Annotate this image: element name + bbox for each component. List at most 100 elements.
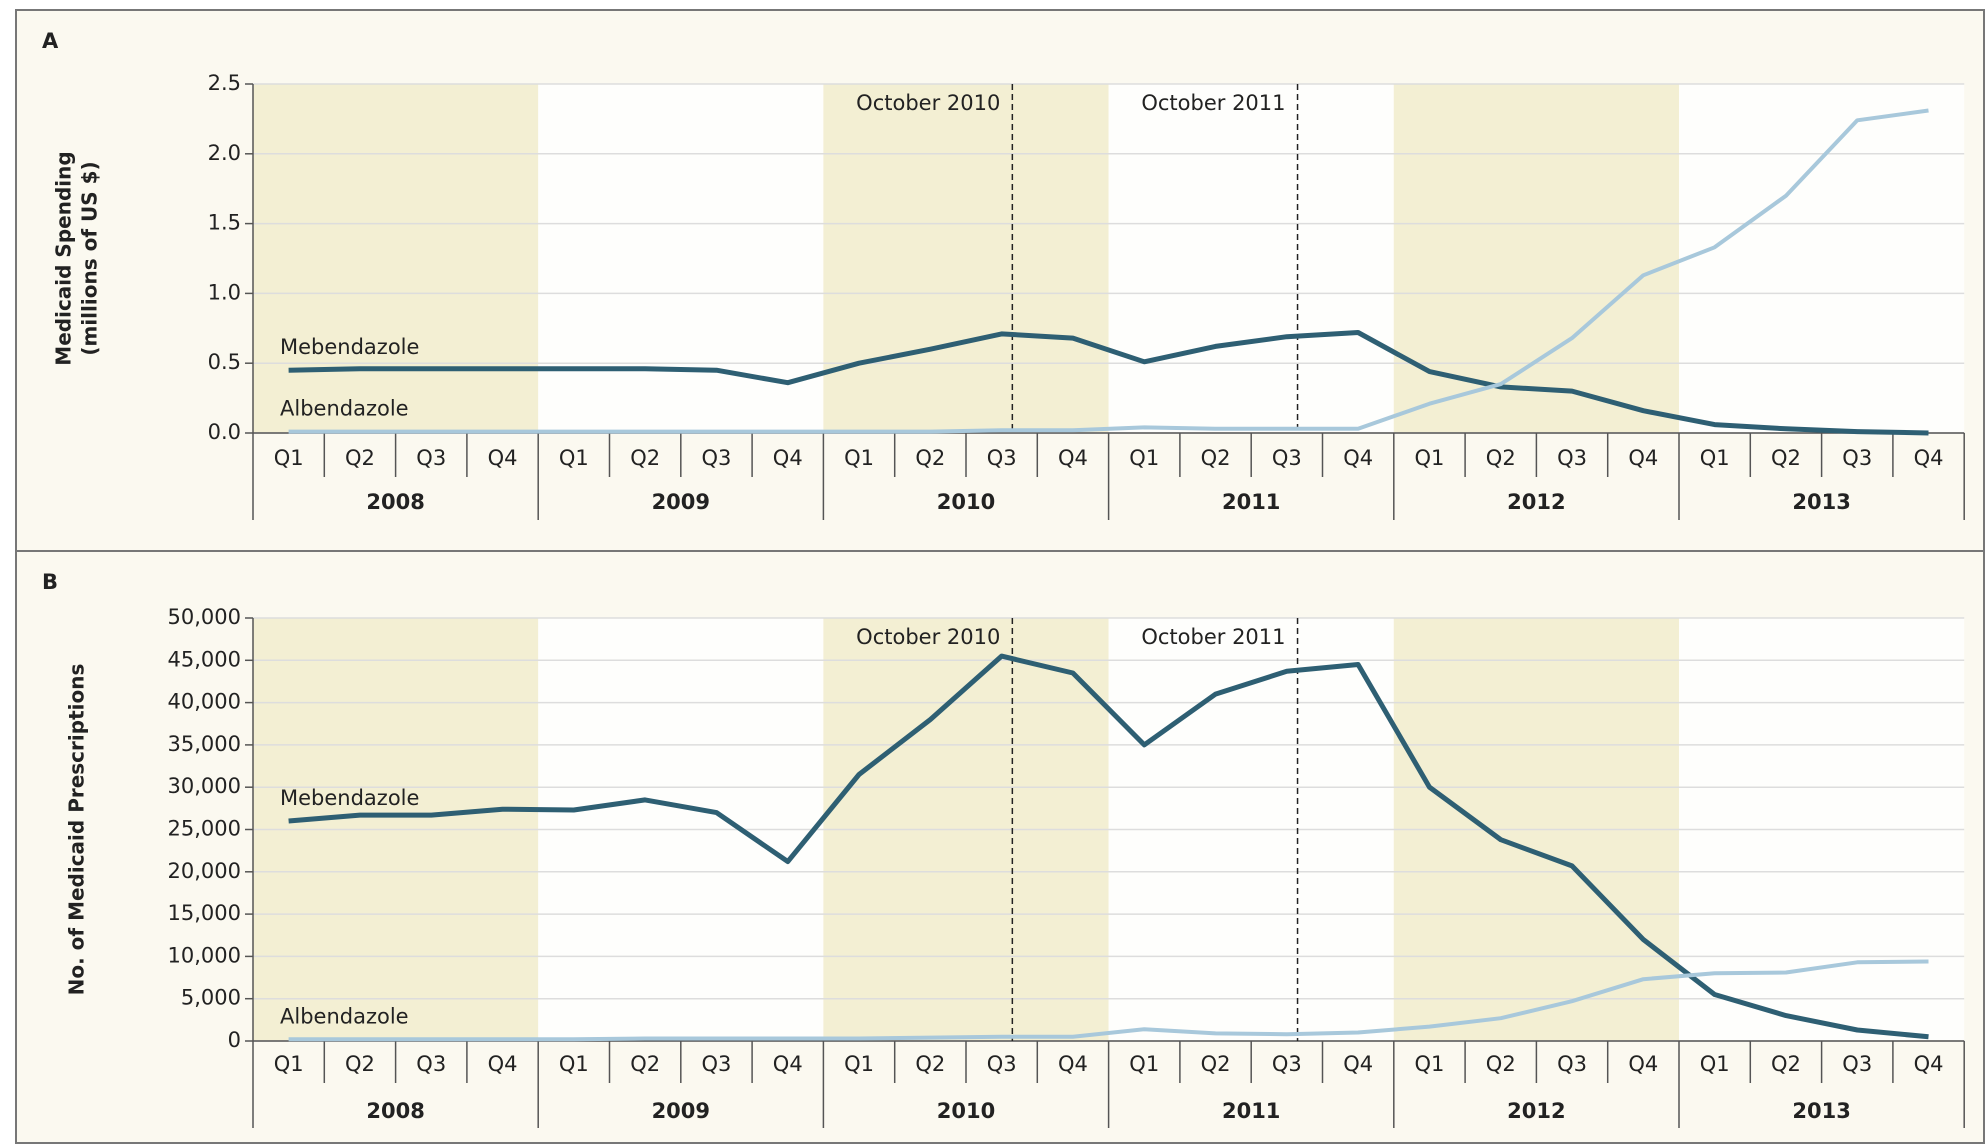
- panel-label: B: [42, 570, 58, 594]
- x-tick-label: Q4: [773, 446, 803, 470]
- x-tick-label: Q4: [1058, 1052, 1088, 1076]
- x-tick-label: Q3: [702, 446, 732, 470]
- series-line: [288, 108, 1929, 434]
- panel-label: A: [42, 29, 59, 53]
- series-label: Mebendazole: [280, 335, 419, 359]
- x-tick-label: Q4: [1343, 446, 1373, 470]
- x-tick-label: Q4: [1343, 1052, 1373, 1076]
- year-label: 2013: [1792, 1099, 1850, 1123]
- x-tick-label: Q1: [1700, 1052, 1730, 1076]
- x-tick-label: Q3: [1557, 446, 1587, 470]
- y-tick-label: 30,000: [168, 774, 241, 798]
- series-line: [288, 959, 1929, 1042]
- year-label: 2013: [1792, 490, 1850, 514]
- series-line: [288, 330, 1929, 436]
- x-tick-label: Q1: [844, 446, 874, 470]
- year-label: 2011: [1222, 490, 1280, 514]
- x-tick-label: Q1: [1129, 446, 1159, 470]
- x-tick-label: Q4: [773, 1052, 803, 1076]
- x-tick-label: Q2: [1771, 446, 1801, 470]
- x-tick-label: Q3: [416, 1052, 446, 1076]
- x-tick-label: Q1: [1700, 446, 1730, 470]
- x-tick-label: Q2: [915, 446, 945, 470]
- x-tick-label: Q1: [274, 1052, 304, 1076]
- year-band: [1108, 84, 1394, 433]
- x-tick-label: Q4: [1628, 1052, 1658, 1076]
- y-tick-label: 50,000: [168, 605, 241, 629]
- x-tick-label: Q2: [345, 446, 375, 470]
- x-tick-label: Q3: [1842, 446, 1872, 470]
- y-tick-label: 25,000: [168, 817, 241, 841]
- y-tick-label: 2.5: [208, 71, 241, 95]
- year-label: 2010: [937, 490, 995, 514]
- y-tick-label: 35,000: [168, 732, 241, 756]
- x-tick-label: Q1: [1129, 1052, 1159, 1076]
- y-axis-title: No. of Medicaid Prescriptions: [65, 664, 89, 996]
- x-tick-label: Q1: [1415, 1052, 1445, 1076]
- year-band: [1393, 84, 1679, 433]
- x-tick-label: Q3: [416, 446, 446, 470]
- year-label: 2008: [366, 490, 424, 514]
- year-label: 2009: [652, 1099, 710, 1123]
- year-label: 2012: [1507, 490, 1565, 514]
- y-tick-label: 10,000: [168, 943, 241, 967]
- year-band: [823, 84, 1109, 433]
- y-tick-label: 5,000: [181, 986, 241, 1010]
- x-tick-label: Q3: [1557, 1052, 1587, 1076]
- year-label: 2012: [1507, 1099, 1565, 1123]
- series-label: Mebendazole: [280, 786, 419, 810]
- x-tick-label: Q3: [987, 446, 1017, 470]
- y-tick-label: 0.5: [208, 350, 241, 374]
- x-tick-label: Q3: [702, 1052, 732, 1076]
- year-band: [253, 84, 539, 433]
- x-tick-label: Q4: [1914, 446, 1944, 470]
- year-band: [1679, 84, 1965, 433]
- year-label: 2011: [1222, 1099, 1280, 1123]
- x-tick-label: Q2: [1201, 446, 1231, 470]
- x-tick-label: Q1: [559, 1052, 589, 1076]
- y-tick-label: 0: [228, 1028, 241, 1052]
- x-tick-label: Q2: [1486, 1052, 1516, 1076]
- annotation: October 2010: [856, 91, 1000, 115]
- y-axis-title: Medicaid Spending: [52, 151, 76, 365]
- year-label: 2010: [937, 1099, 995, 1123]
- year-label: 2009: [652, 490, 710, 514]
- series-label: Albendazole: [280, 397, 409, 421]
- x-tick-label: Q2: [1201, 1052, 1231, 1076]
- y-tick-label: 1.5: [208, 211, 241, 235]
- series-label: Albendazole: [280, 1004, 409, 1028]
- x-tick-label: Q4: [1058, 446, 1088, 470]
- y-tick-label: 20,000: [168, 859, 241, 883]
- y-tick-label: 2.0: [208, 141, 241, 165]
- series-line: [288, 653, 1929, 1040]
- x-tick-label: Q1: [1415, 446, 1445, 470]
- x-tick-label: Q3: [987, 1052, 1017, 1076]
- x-tick-label: Q2: [1771, 1052, 1801, 1076]
- annotation: October 2010: [856, 625, 1000, 649]
- y-tick-label: 1.0: [208, 280, 241, 304]
- x-tick-label: Q4: [1914, 1052, 1944, 1076]
- year-label: 2008: [366, 1099, 424, 1123]
- x-tick-label: Q2: [1486, 446, 1516, 470]
- x-tick-label: Q3: [1842, 1052, 1872, 1076]
- x-tick-label: Q4: [488, 1052, 518, 1076]
- annotation: October 2011: [1141, 91, 1285, 115]
- x-tick-label: Q3: [1272, 1052, 1302, 1076]
- x-tick-label: Q1: [844, 1052, 874, 1076]
- y-tick-label: 0.0: [208, 420, 241, 444]
- x-tick-label: Q3: [1272, 446, 1302, 470]
- x-tick-label: Q1: [559, 446, 589, 470]
- y-tick-label: 45,000: [168, 647, 241, 671]
- x-tick-label: Q4: [1628, 446, 1658, 470]
- y-axis-title: (millions of US $): [78, 161, 102, 355]
- annotation: October 2011: [1141, 625, 1285, 649]
- x-tick-label: Q2: [630, 1052, 660, 1076]
- x-tick-label: Q2: [345, 1052, 375, 1076]
- x-tick-label: Q2: [915, 1052, 945, 1076]
- y-tick-label: 15,000: [168, 901, 241, 925]
- x-tick-label: Q2: [630, 446, 660, 470]
- x-tick-label: Q4: [488, 446, 518, 470]
- y-tick-label: 40,000: [168, 690, 241, 714]
- year-band: [538, 84, 824, 433]
